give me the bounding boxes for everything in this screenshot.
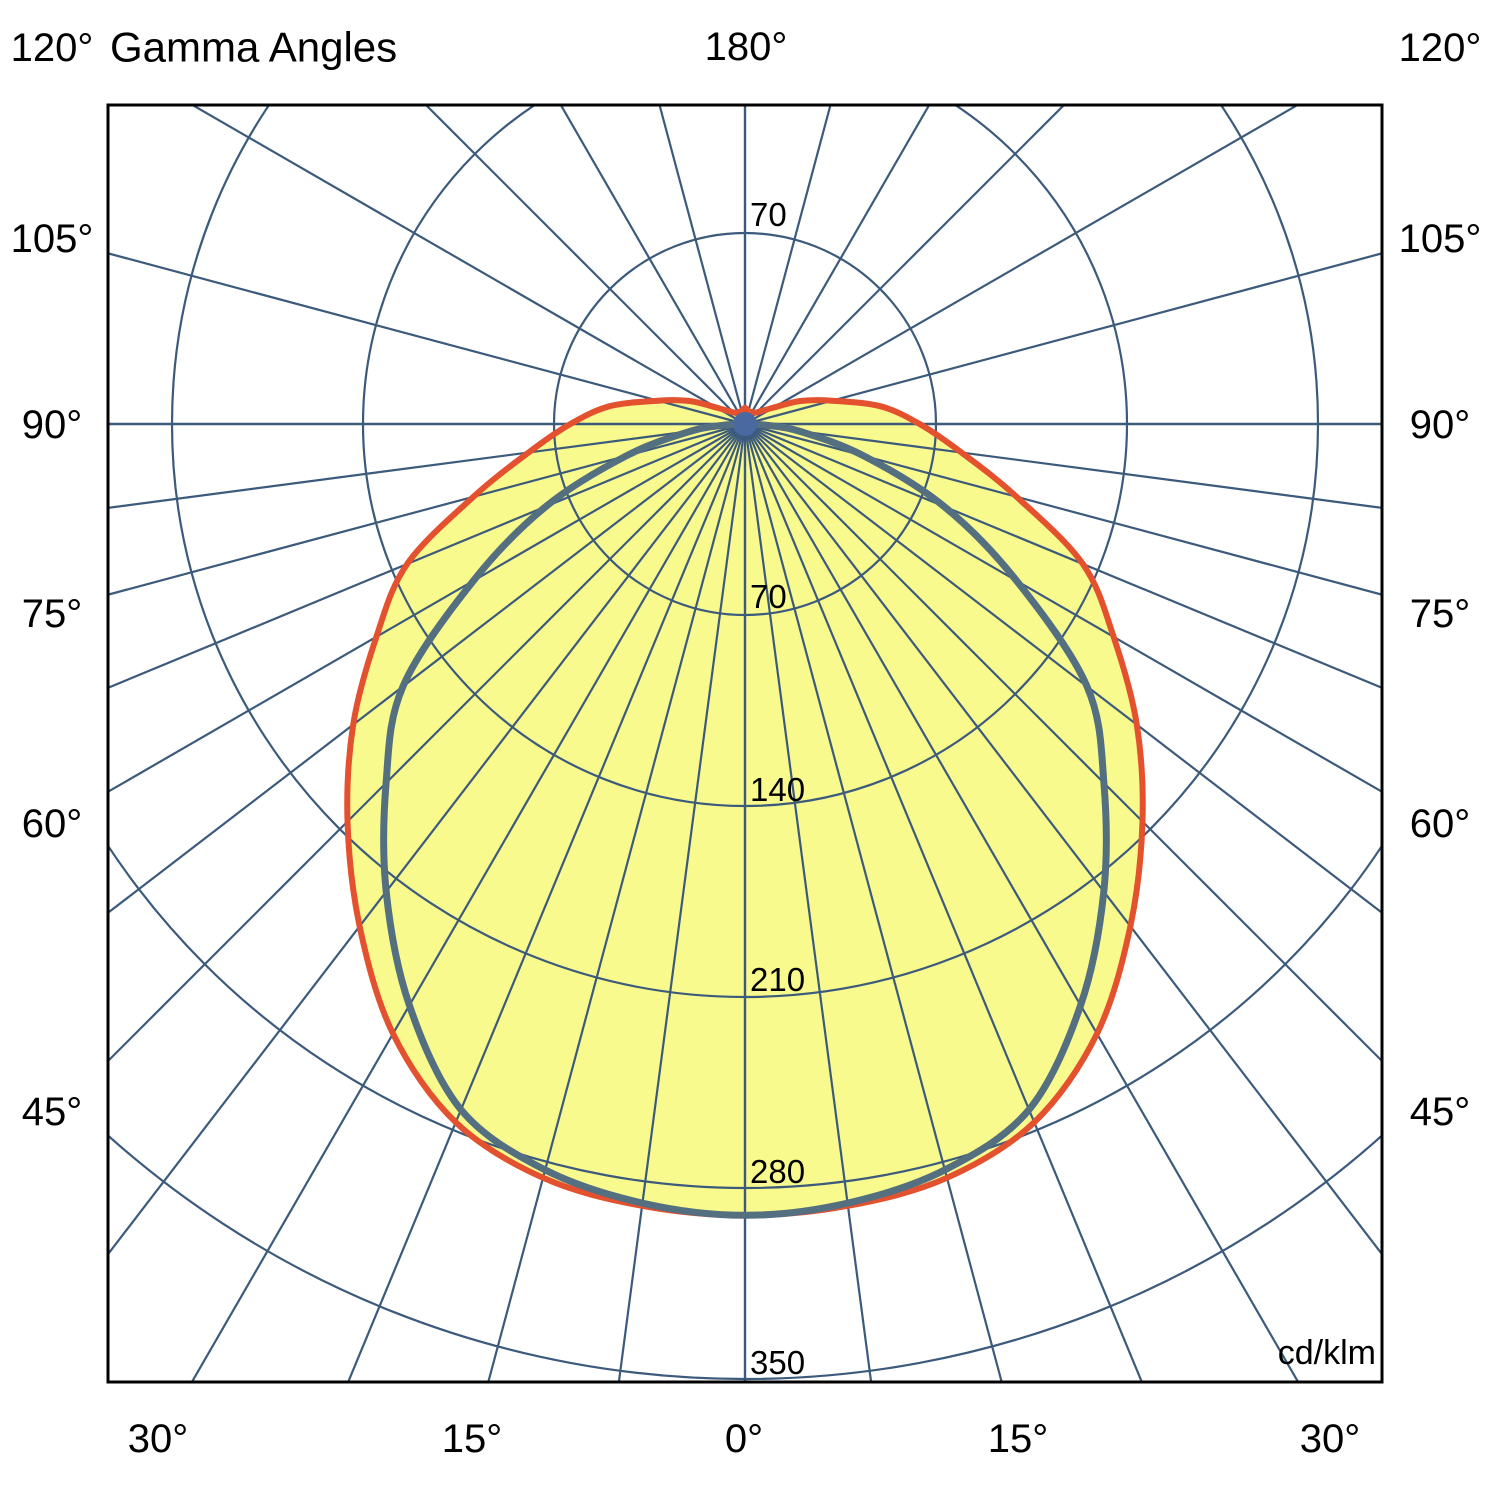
intensity-curves-layer xyxy=(344,397,1146,1219)
gamma-ray xyxy=(744,423,1382,915)
gamma-ray xyxy=(744,105,931,425)
plot-border-layer xyxy=(106,103,1384,1384)
radial-tick-label: 350 xyxy=(750,1344,805,1381)
gamma-ray xyxy=(108,423,746,794)
gamma-ray xyxy=(424,105,746,425)
bottom-gamma-label: 15° xyxy=(988,1417,1049,1461)
gamma-ray xyxy=(744,422,1382,509)
gamma-ray xyxy=(108,422,746,509)
radial-tick-label: 70 xyxy=(750,578,787,615)
gamma-ray xyxy=(744,422,1382,596)
bottom-gamma-label: 30° xyxy=(128,1417,189,1461)
gamma-ray xyxy=(744,423,1382,1063)
top-axis-label: 180° xyxy=(705,25,788,69)
side-label-left: 60° xyxy=(22,802,83,846)
gamma-ray xyxy=(743,423,1144,1382)
radial-tick-label: 70 xyxy=(750,196,787,233)
side-label-left: 75° xyxy=(22,592,83,636)
gamma-ray xyxy=(744,105,1066,425)
side-label-left: 90° xyxy=(22,403,83,447)
radial-tick-label: 280 xyxy=(750,1153,805,1190)
gamma-ray xyxy=(744,423,1300,1382)
side-label-left: 120° xyxy=(11,26,94,70)
gamma-ray xyxy=(190,105,746,425)
gamma-ray xyxy=(743,423,1003,1382)
bottom-gamma-label: 0° xyxy=(725,1417,763,1461)
side-label-right: 90° xyxy=(1410,403,1471,447)
gamma-ray xyxy=(743,105,832,425)
curve-c90-c270 xyxy=(380,420,1110,1219)
unit-label: cd/klm xyxy=(1278,1334,1376,1372)
gamma-ray xyxy=(190,423,746,1382)
gamma-ray xyxy=(744,423,1382,794)
gamma-ray xyxy=(108,252,746,426)
gamma-ray xyxy=(108,423,746,1256)
side-label-right: 60° xyxy=(1410,802,1471,846)
gamma-ray xyxy=(108,422,746,596)
side-label-right: 105° xyxy=(1399,217,1482,261)
gamma-ray xyxy=(658,105,747,425)
chart-title: Gamma Angles xyxy=(110,24,397,71)
side-label-right: 45° xyxy=(1410,1090,1471,1134)
side-label-right: 75° xyxy=(1410,592,1471,636)
plot-border xyxy=(106,103,1384,1384)
gamma-ray xyxy=(559,105,746,425)
axis-labels-layer: 120° 105° 90° 75° 60° 45° 120° 105° 90° 75° 60° 45°… xyxy=(11,26,1482,1461)
gamma-ray xyxy=(744,422,1382,690)
gamma-ray xyxy=(743,423,873,1382)
side-label-right: 120° xyxy=(1399,26,1482,70)
gamma-ray xyxy=(108,423,746,915)
gamma-ray xyxy=(744,252,1382,426)
gamma-ray xyxy=(617,423,747,1382)
radial-tick-label: 210 xyxy=(750,961,805,998)
side-label-left: 45° xyxy=(22,1090,83,1134)
side-label-left: 105° xyxy=(11,217,94,261)
gamma-ray xyxy=(108,423,746,1063)
gamma-ray xyxy=(744,105,1300,425)
gamma-ray xyxy=(487,423,747,1382)
gamma-ray xyxy=(346,423,747,1382)
gamma-ray xyxy=(108,422,746,690)
radial-tick-label: 140 xyxy=(750,771,805,808)
bottom-gamma-label: 30° xyxy=(1300,1417,1361,1461)
photometric-center-dot xyxy=(733,412,757,436)
gamma-ray xyxy=(744,423,1382,1256)
bottom-gamma-label: 15° xyxy=(442,1417,503,1461)
